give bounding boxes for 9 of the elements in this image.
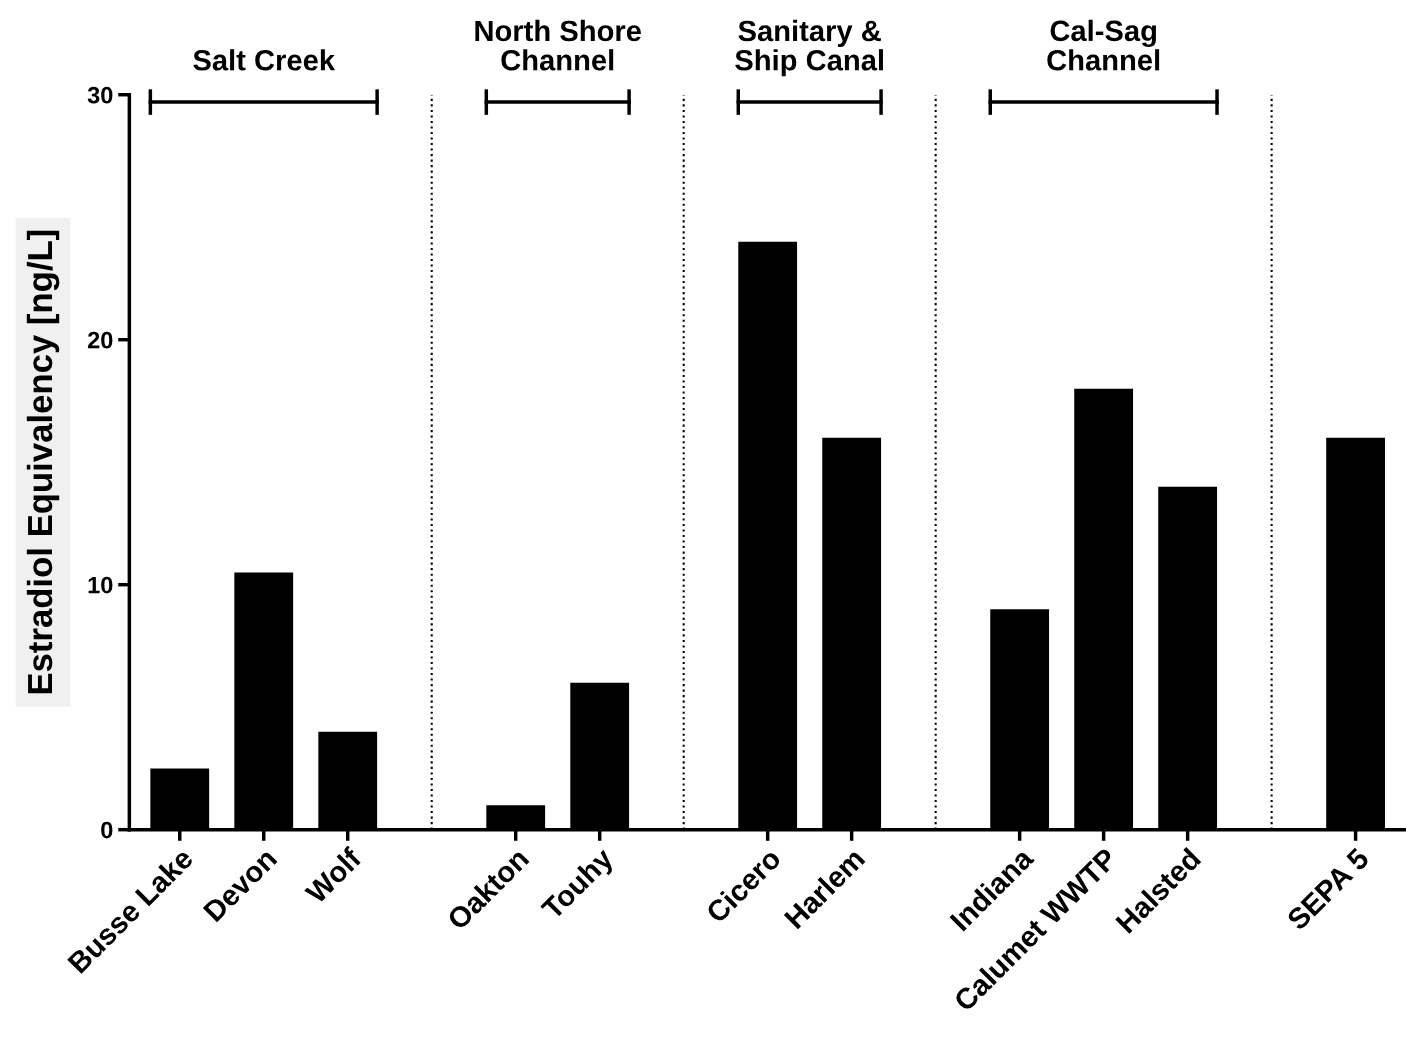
y-tick-label: 20 bbox=[87, 331, 113, 349]
text: Sanitary & Ship Canal bbox=[735, 19, 883, 77]
y-tick-label: 10 bbox=[88, 576, 113, 594]
y-tick-label: 30 bbox=[87, 86, 113, 104]
y-tick-label: 0 bbox=[101, 821, 113, 839]
text: Salt Creek bbox=[193, 49, 336, 71]
text: North Shore Channel bbox=[475, 19, 641, 71]
text: Cal-Sag Channel bbox=[1047, 19, 1160, 71]
y-axis-title: Estradiol Equivalency [ng/L] bbox=[26, 230, 60, 694]
